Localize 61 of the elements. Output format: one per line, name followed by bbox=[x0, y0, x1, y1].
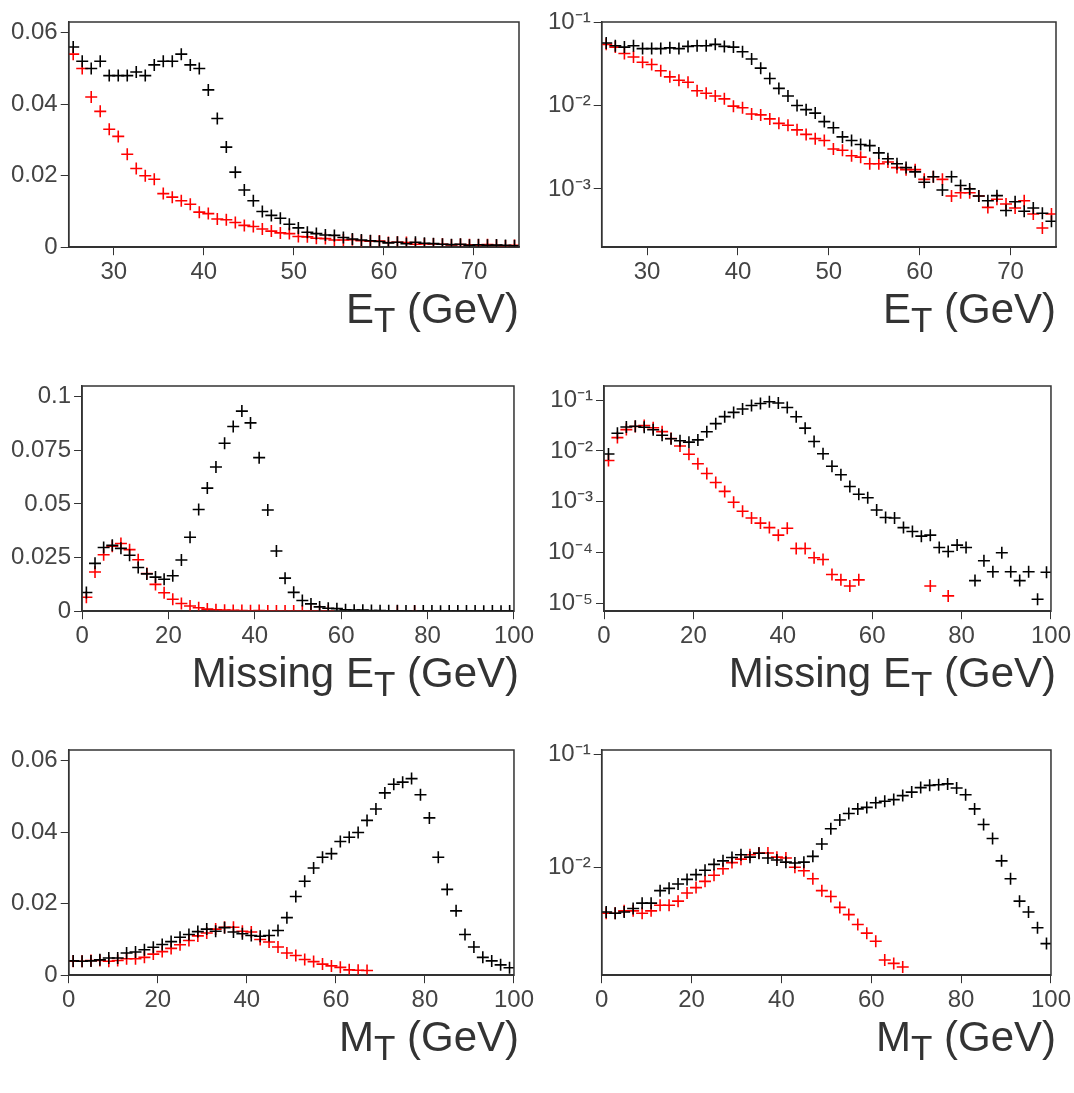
x-tick-label: 50 bbox=[280, 257, 308, 285]
y-tick-label: 0 bbox=[44, 959, 58, 987]
x-tick-label: 70 bbox=[997, 257, 1024, 285]
y-tick-label: 0.02 bbox=[10, 160, 58, 188]
y-tick-label: 10⁻² bbox=[548, 90, 591, 118]
x-axis-title: Missing E$_{T}$ (GeV) bbox=[191, 649, 519, 704]
x-tick-label: 60 bbox=[857, 985, 885, 1013]
x-tick-label: 40 bbox=[724, 257, 752, 285]
x-tick-label: 40 bbox=[768, 985, 795, 1013]
y-tick-label: 0.06 bbox=[10, 745, 58, 773]
x-tick-label: 80 bbox=[414, 621, 441, 649]
x-tick-label: 20 bbox=[155, 621, 182, 649]
x-tick-label: 100 bbox=[493, 985, 534, 1013]
y-tick-label: 10⁻⁵ bbox=[548, 587, 594, 615]
x-tick-label: 80 bbox=[947, 985, 975, 1013]
x-axis-title: M$_{T}$ (GeV) bbox=[875, 1013, 1056, 1068]
x-tick-label: 20 bbox=[680, 621, 707, 649]
x-tick-label: 70 bbox=[460, 257, 488, 285]
x-tick-label: 60 bbox=[858, 621, 886, 649]
x-tick-label: 60 bbox=[327, 621, 355, 649]
x-tick-label: 40 bbox=[241, 621, 269, 649]
x-tick-label: 100 bbox=[1030, 985, 1071, 1013]
y-tick-label: 10⁻¹ bbox=[550, 384, 594, 412]
x-axis-title: Missing E$_{T}$ (GeV) bbox=[728, 649, 1056, 704]
x-tick-label: 50 bbox=[815, 257, 843, 285]
x-tick-label: 100 bbox=[493, 621, 534, 649]
x-tick-label: 80 bbox=[411, 985, 439, 1013]
x-tick-label: 60 bbox=[322, 985, 350, 1013]
x-tick-label: 30 bbox=[633, 257, 661, 285]
y-tick-label: 10⁻³ bbox=[550, 486, 594, 514]
x-tick-label: 100 bbox=[1030, 621, 1071, 649]
x-tick-label: 30 bbox=[100, 257, 128, 285]
y-tick-label: 10⁻² bbox=[548, 851, 591, 879]
y-tick-label: 0.04 bbox=[10, 88, 58, 116]
x-tick-label: 40 bbox=[769, 621, 797, 649]
x-tick-label: 60 bbox=[370, 257, 398, 285]
x-tick-label: 40 bbox=[233, 985, 261, 1013]
y-tick-label: 10⁻² bbox=[550, 435, 594, 463]
y-tick-label: 10⁻¹ bbox=[548, 739, 591, 767]
x-tick-label: 60 bbox=[906, 257, 934, 285]
x-tick-label: 80 bbox=[948, 621, 975, 649]
x-axis-title: E$_{T}$ (GeV) bbox=[882, 285, 1056, 340]
x-axis-title: E$_{T}$ (GeV) bbox=[345, 285, 519, 340]
x-tick-label: 0 bbox=[597, 621, 611, 649]
y-tick-label: 10⁻⁴ bbox=[547, 537, 594, 565]
x-tick-label: 40 bbox=[190, 257, 218, 285]
x-tick-label: 20 bbox=[678, 985, 705, 1013]
y-tick-label: 0.025 bbox=[11, 542, 72, 570]
y-tick-label: 0 bbox=[57, 595, 72, 623]
y-tick-label: 0.075 bbox=[11, 434, 72, 462]
x-tick-label: 0 bbox=[75, 621, 89, 649]
y-tick-label: 0.1 bbox=[37, 381, 72, 409]
y-tick-label: 0 bbox=[44, 231, 58, 259]
y-tick-label: 0.06 bbox=[10, 17, 58, 45]
x-tick-label: 20 bbox=[144, 985, 172, 1013]
x-axis-title: M$_{T}$ (GeV) bbox=[338, 1013, 519, 1068]
y-tick-label: 0.04 bbox=[10, 816, 58, 844]
y-tick-label: 10⁻¹ bbox=[548, 6, 591, 34]
y-tick-label: 0.05 bbox=[24, 488, 72, 516]
y-tick-label: 10⁻³ bbox=[548, 173, 591, 201]
y-tick-label: 0.02 bbox=[10, 888, 58, 916]
